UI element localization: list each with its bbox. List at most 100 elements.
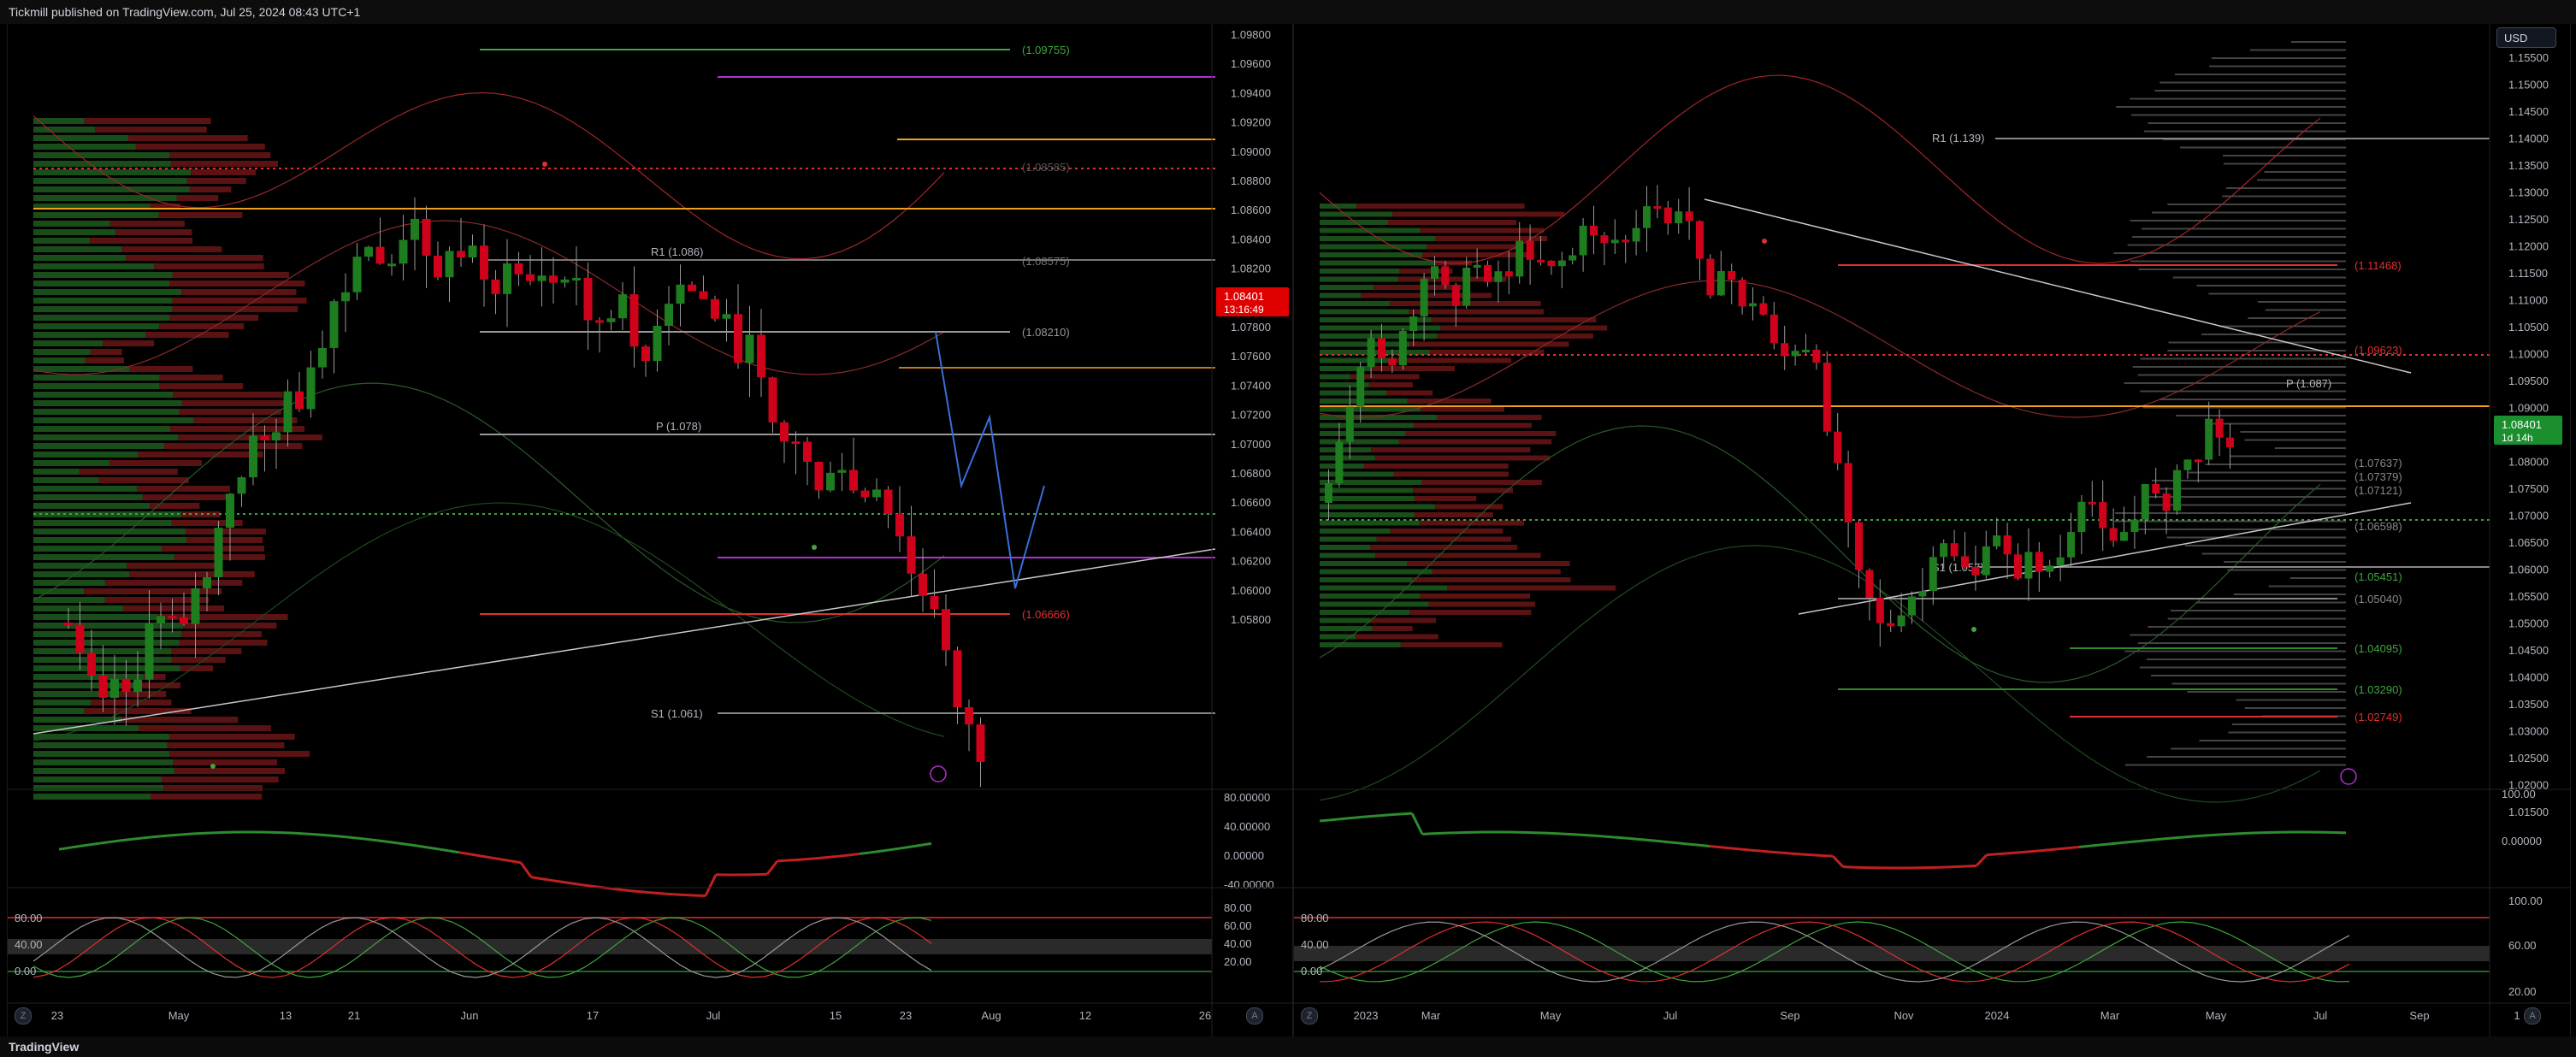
candle-body bbox=[1569, 255, 1577, 261]
candle-body bbox=[1749, 303, 1757, 307]
profile-line bbox=[2132, 366, 2346, 368]
candle-body bbox=[699, 291, 708, 299]
volume-bar-up bbox=[33, 332, 146, 338]
settings-gear-icon[interactable]: Z bbox=[1301, 1007, 1318, 1025]
candle-body bbox=[676, 284, 685, 304]
candle-body bbox=[860, 490, 870, 498]
volume-bar-up bbox=[1320, 455, 1375, 461]
lower-band bbox=[32, 382, 945, 623]
outer-lower-band bbox=[32, 502, 945, 741]
profile-line bbox=[2227, 569, 2346, 571]
candle-body bbox=[1441, 266, 1450, 286]
level-label: S1 (1.057) bbox=[1932, 561, 1984, 574]
price-label-bg bbox=[2494, 416, 2562, 445]
tradingview-logo[interactable]: TradingView bbox=[9, 1040, 80, 1054]
oscillator-line bbox=[1360, 815, 1372, 819]
profile-line bbox=[2199, 740, 2346, 741]
oscillator-line bbox=[1627, 836, 1639, 841]
volume-bar-down bbox=[172, 272, 289, 278]
candle-body bbox=[1961, 556, 1969, 567]
time-tick: Jul bbox=[2313, 1009, 2328, 1022]
candle-body bbox=[2109, 528, 2118, 541]
oscillator-line bbox=[2047, 847, 2059, 852]
oscillator-line bbox=[561, 880, 573, 885]
volume-bar-down bbox=[138, 452, 263, 458]
volume-bar-down bbox=[84, 118, 211, 124]
volume-bar-down bbox=[127, 563, 222, 569]
profile-line bbox=[2289, 577, 2346, 579]
current-price: 1.08401 bbox=[1224, 290, 1264, 303]
candle-body bbox=[64, 623, 73, 625]
oscillators: 100.00 0.00000 100.00 60.00 20.00 80.00 40.00 0… bbox=[1294, 788, 2570, 998]
outer-lower-band bbox=[1319, 545, 2321, 803]
oscillator-line bbox=[387, 840, 399, 845]
oscillator-line bbox=[1965, 864, 1977, 868]
volume-bar-down bbox=[1393, 471, 1510, 477]
candle-body bbox=[375, 246, 385, 264]
oscillator-line bbox=[551, 878, 563, 883]
price-tick: 1.14500 bbox=[2508, 105, 2549, 118]
stoch-tick-left: 80.00 bbox=[15, 912, 43, 924]
volume-bar-up bbox=[33, 623, 183, 629]
candle-body bbox=[965, 706, 973, 725]
settings-gear-icon[interactable]: Z bbox=[15, 1007, 32, 1025]
candle-body bbox=[2141, 483, 2149, 520]
auto-scale-icon[interactable]: A bbox=[2524, 1007, 2541, 1025]
price-tick: 1.07000 bbox=[2508, 510, 2549, 523]
candle-body bbox=[341, 292, 350, 302]
candle-body bbox=[560, 279, 570, 283]
oscillator-line bbox=[643, 890, 655, 895]
candle-body bbox=[2183, 459, 2192, 470]
profile-line bbox=[2274, 447, 2346, 449]
level-lines: R1 (1.139) (1.11468) (1.09623) P (1.087) (1.… bbox=[1320, 132, 2490, 723]
oscillator-tick: 0.00000 bbox=[1224, 849, 1264, 862]
level-label: (1.06666) bbox=[1022, 608, 1070, 621]
candle-body bbox=[1431, 266, 1439, 279]
volume-bar-down bbox=[1412, 577, 1571, 582]
profile-line bbox=[2124, 650, 2346, 653]
volume-bar-down bbox=[1368, 382, 1413, 387]
volume-bar-down bbox=[1405, 431, 1557, 436]
oscillator-line bbox=[1760, 849, 1772, 853]
oscillator-line bbox=[417, 844, 429, 849]
volume-bar-down bbox=[1435, 236, 1548, 241]
volume-bar-up bbox=[1320, 382, 1369, 387]
volume-bar-up bbox=[33, 246, 122, 252]
volume-bar-down bbox=[171, 648, 242, 654]
profile-line bbox=[2130, 97, 2346, 100]
price-tick: 1.07800 bbox=[1231, 321, 1271, 334]
volume-bar-down bbox=[1414, 512, 1493, 517]
candle-body bbox=[1462, 268, 1471, 306]
volume-bar-up bbox=[33, 315, 170, 321]
stoch-band bbox=[8, 939, 1212, 954]
price-tick: 1.06200 bbox=[1231, 555, 1271, 568]
right-chart-pane[interactable]: R1 (1.139) (1.11468) (1.09623) P (1.087) (1.… bbox=[1293, 24, 2571, 1036]
oscillator-line bbox=[848, 852, 860, 857]
right-chart-canvas[interactable]: R1 (1.139) (1.11468) (1.09623) P (1.087) (1.… bbox=[1294, 24, 2570, 1036]
candle-body bbox=[1982, 546, 1990, 576]
horizontal-volume-profile bbox=[2113, 41, 2346, 766]
candle-body bbox=[629, 294, 639, 347]
left-chart-canvas[interactable]: (1.09755) (1.08585) R1 (1.086) (1.08575) (1.… bbox=[8, 24, 1292, 1036]
candle-body bbox=[1844, 463, 1852, 523]
price-tick: 1.10500 bbox=[2508, 321, 2549, 334]
candle-body bbox=[249, 435, 257, 478]
lightning-icon bbox=[2340, 768, 2357, 785]
price-tick: 1.09200 bbox=[1231, 116, 1271, 129]
oscillator-line bbox=[1709, 844, 1721, 849]
auto-scale-icon[interactable]: A bbox=[1246, 1007, 1263, 1025]
oscillator-line bbox=[797, 858, 809, 861]
candle-body bbox=[157, 616, 165, 623]
oscillator-line bbox=[376, 839, 388, 843]
currency-selector[interactable]: USD bbox=[2496, 27, 2556, 48]
oscillator-line bbox=[1647, 838, 1659, 843]
level-label: (1.08210) bbox=[1022, 326, 1070, 339]
left-chart-pane[interactable]: (1.09755) (1.08585) R1 (1.086) (1.08575) (1.… bbox=[7, 24, 1293, 1036]
oscillator-line bbox=[181, 832, 193, 836]
oscillator-line bbox=[438, 847, 450, 853]
axes: 1.15500 1.15000 1.14500 1.14000 1.13500 1.130… bbox=[1294, 24, 2570, 1036]
profile-line bbox=[2147, 658, 2346, 660]
price-tick: 1.09000 bbox=[1231, 145, 1271, 158]
volume-bar-up bbox=[1320, 545, 1371, 550]
volume-profile bbox=[33, 118, 322, 800]
